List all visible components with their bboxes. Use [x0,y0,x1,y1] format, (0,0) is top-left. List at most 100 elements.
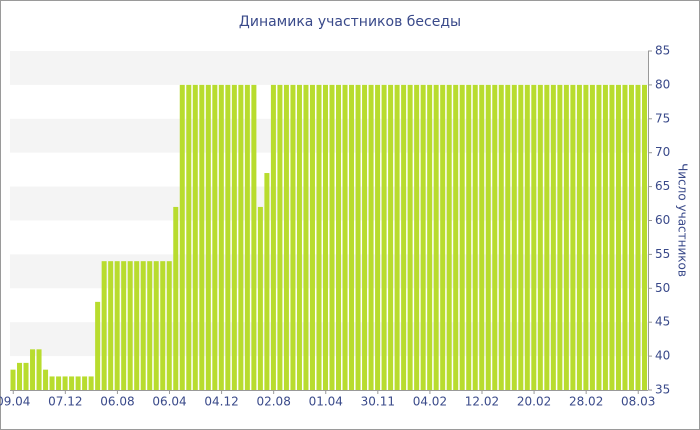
bar [290,84,296,391]
bar [186,84,192,391]
bar [316,84,322,391]
bar [622,84,628,391]
bar [570,84,576,391]
bar [414,84,420,391]
chart-title: Динамика участников беседы [239,14,461,30]
x-tick-label: 06.08 [100,395,134,409]
bar [368,84,374,391]
x-tick-label: 28.02 [569,395,603,409]
bar [336,84,342,391]
bar [531,84,537,391]
bar [49,376,55,390]
bar [466,84,472,391]
bar [576,84,582,391]
bar [342,84,348,391]
bar [557,84,563,391]
bar [277,84,283,391]
bar [524,84,530,391]
bar [596,84,602,391]
bar [420,84,426,391]
bar [108,261,114,390]
bar [388,84,394,391]
bar [270,84,276,391]
bar [362,84,368,391]
bar [329,84,335,391]
bar [36,349,42,390]
bar [147,261,153,390]
bar [127,261,133,390]
bar [453,84,459,391]
bar [498,84,504,391]
y-tick-label: 70 [655,145,670,159]
bar [303,84,309,391]
bar [615,84,621,391]
bar [62,376,68,390]
bar [88,376,94,390]
bar [309,84,315,391]
y-axis-label: Число участников [676,163,690,277]
bar [218,84,224,391]
bar [440,84,446,391]
bar [114,261,120,390]
x-tick-label: 08.03 [621,395,655,409]
bar [479,84,485,391]
bar [401,84,407,391]
bar [199,84,205,391]
bar [30,349,36,390]
y-tick-label: 40 [655,349,670,363]
bar [95,301,101,390]
x-tick-label: 04.12 [204,395,238,409]
x-tick-label: 12.02 [465,395,499,409]
bar [257,206,263,390]
y-tick-label: 55 [655,247,670,261]
x-tick-label: 07.12 [48,395,82,409]
y-tick-label: 45 [655,315,670,329]
x-tick-label: 02.08 [256,395,290,409]
bar [212,84,218,391]
bar [635,84,641,391]
y-tick-label: 50 [655,281,670,295]
bar [192,84,198,391]
bar [153,261,159,390]
bar [563,84,569,391]
bar [537,84,543,391]
bar [355,84,361,391]
bar [349,84,355,391]
y-tick-label: 65 [655,179,670,193]
y-tick-label: 35 [655,383,670,397]
bar [134,261,140,390]
bar [69,376,75,390]
bar [583,84,589,391]
bar [82,376,88,390]
bar [225,84,231,391]
bar [492,84,498,391]
bar [244,84,250,391]
bar [101,261,107,390]
bar [602,84,608,391]
bar [17,362,23,390]
bar [628,84,634,391]
bar [283,84,289,391]
bar [518,84,524,391]
bar [375,84,381,391]
y-tick-label: 80 [655,77,670,91]
x-tick-label: 06.04 [152,395,186,409]
bar [264,173,270,390]
bar [394,84,400,391]
bar [179,84,185,391]
bar [23,362,29,390]
bar [296,84,302,391]
x-tick-label: 04.02 [413,395,447,409]
bar [433,84,439,391]
bar [238,84,244,391]
bar [459,84,465,391]
bar [589,84,595,391]
bar [140,261,146,390]
y-tick-label: 60 [655,213,670,227]
bar [550,84,556,391]
bar [641,84,647,391]
grid-band [10,51,648,85]
y-tick-label: 75 [655,111,670,125]
x-tick-label: 20.02 [517,395,551,409]
bar [173,206,179,390]
